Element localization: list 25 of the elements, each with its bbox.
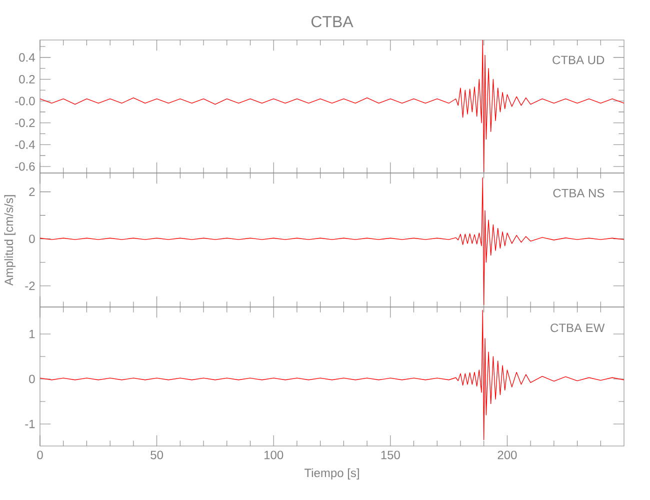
line-series [40, 310, 624, 440]
y-tick-label: -1 [25, 420, 35, 428]
y-axis-title: Amplitud [cm/s/s] [4, 195, 16, 286]
y-tick-label: -0.2 [15, 118, 35, 128]
y-tick-label: -0.0 [15, 96, 35, 106]
y-tick-label: 0 [29, 374, 35, 384]
x-tick-label: 100 [264, 450, 284, 460]
annotation: CTBA UD [552, 56, 604, 64]
y-tick-label: 0.4 [19, 53, 35, 62]
annotation: CTBA EW [550, 324, 605, 332]
y-tick-label: -0.6 [15, 162, 35, 171]
x-axis-title: Tiempo [s] [304, 468, 359, 480]
x-tick-label: 50 [150, 450, 164, 460]
x-tick-label: 0 [37, 450, 43, 460]
line-series [40, 177, 624, 305]
y-tick-label: 2 [29, 188, 35, 196]
annotation: CTBA NS [553, 188, 604, 198]
y-tick-label: 1 [30, 330, 35, 338]
chart-title: CTBA [311, 16, 354, 28]
y-tick-label: 0.2 [19, 74, 35, 84]
y-tick-label: -0.4 [15, 140, 35, 149]
x-tick-label: 150 [381, 450, 400, 460]
x-tick-label: 200 [498, 450, 517, 460]
y-tick-label: 0 [29, 234, 35, 244]
y-tick-label: -2 [25, 282, 35, 290]
